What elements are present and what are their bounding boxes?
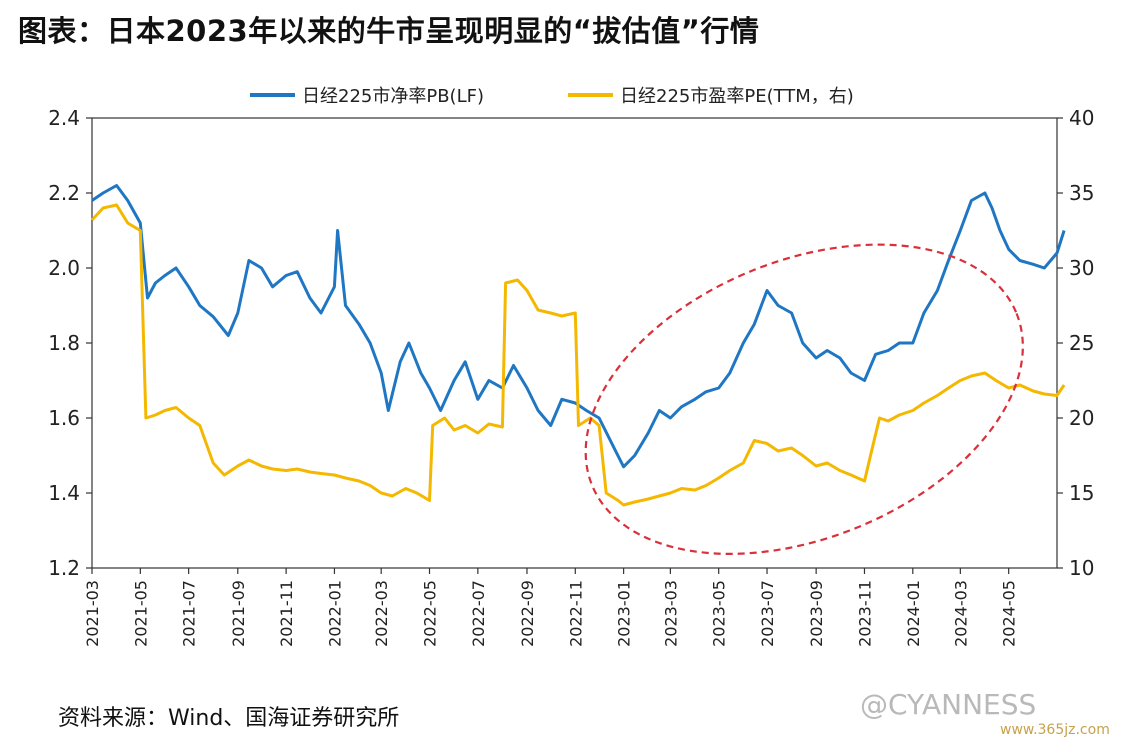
x-tick-label: 2023-01 xyxy=(615,580,634,647)
page-title: 图表：日本2023年以来的牛市呈现明显的“拔估值”行情 xyxy=(18,14,760,48)
x-tick-label: 2022-01 xyxy=(325,580,344,647)
highlight-ellipse xyxy=(584,243,1024,555)
x-tick-label: 2024-05 xyxy=(1000,580,1019,647)
x-tick-label: 2021-07 xyxy=(180,580,199,647)
right-tick-label: 40 xyxy=(1069,106,1094,130)
series-line-pe xyxy=(90,203,1066,507)
watermark-site: www.365jz.com xyxy=(1000,722,1110,738)
x-tick-label: 2022-05 xyxy=(421,580,440,647)
left-tick-label: 1.4 xyxy=(48,481,80,505)
x-tick-label: 2024-01 xyxy=(904,580,923,647)
watermark: @CYANNESS xyxy=(860,688,1037,721)
source-note: 资料来源：Wind、国海证券研究所 xyxy=(58,706,400,731)
x-tick-label: 2022-07 xyxy=(469,580,488,647)
x-tick-label: 2021-09 xyxy=(229,580,248,647)
legend-label-pe: 日经225市盈率PE(TTM，右) xyxy=(620,86,854,107)
right-tick-label: 15 xyxy=(1069,481,1094,505)
left-tick-label: 2.2 xyxy=(48,181,80,205)
right-tick-label: 25 xyxy=(1069,331,1094,355)
right-tick-label: 35 xyxy=(1069,181,1094,205)
right-tick-label: 10 xyxy=(1069,556,1094,580)
left-tick-label: 1.8 xyxy=(48,331,80,355)
x-tick-label: 2021-05 xyxy=(131,580,150,647)
x-tick-label: 2022-11 xyxy=(566,580,585,647)
legend-label-pb: 日经225市净率PB(LF) xyxy=(302,86,484,107)
x-tick-label: 2023-03 xyxy=(661,580,680,647)
x-tick-label: 2022-09 xyxy=(518,580,537,647)
left-tick-label: 1.6 xyxy=(48,406,80,430)
x-tick-label: 2023-05 xyxy=(710,580,729,647)
right-tick-label: 30 xyxy=(1069,256,1094,280)
left-tick-label: 1.2 xyxy=(48,556,80,580)
x-tick-label: 2021-03 xyxy=(83,580,102,647)
x-tick-label: 2023-07 xyxy=(758,580,777,647)
x-tick-label: 2023-09 xyxy=(807,580,826,647)
x-tick-label: 2024-03 xyxy=(951,580,970,647)
x-tick-label: 2022-03 xyxy=(372,580,391,647)
x-tick-label: 2023-11 xyxy=(855,580,874,647)
right-tick-label: 20 xyxy=(1069,406,1094,430)
x-tick-label: 2021-11 xyxy=(277,580,296,647)
left-tick-label: 2.0 xyxy=(48,256,80,280)
series-line-pb xyxy=(91,184,1066,469)
left-tick-label: 2.4 xyxy=(48,106,80,130)
